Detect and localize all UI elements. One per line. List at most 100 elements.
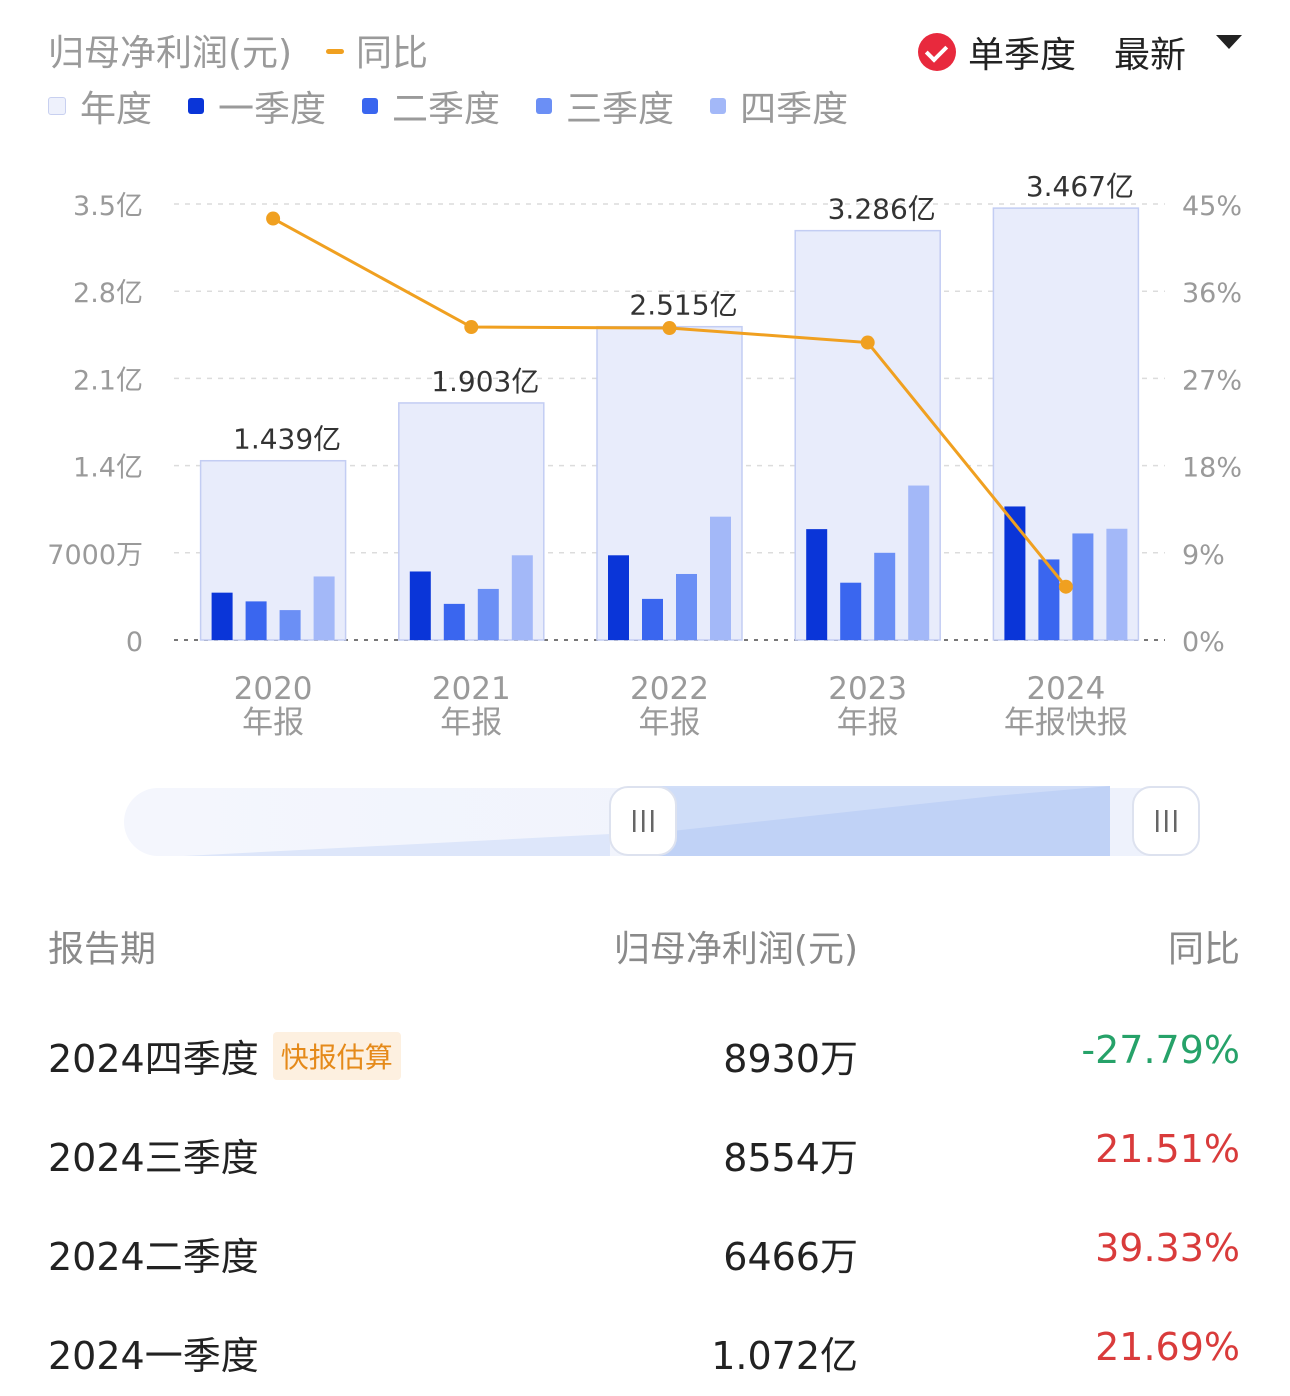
period-label: 2024三季度 xyxy=(48,1136,259,1180)
x-tick-label: 年报 xyxy=(242,705,304,741)
y-right-tick-label: 27% xyxy=(1182,365,1242,396)
yoy-point xyxy=(1058,579,1073,594)
y-right-tick-label: 45% xyxy=(1182,191,1242,222)
legend-item-annual[interactable]: 年度 xyxy=(48,80,152,132)
quarter-bar xyxy=(806,529,828,640)
yoy-legend[interactable]: 同比 xyxy=(326,24,428,76)
y-left-tick-label: 2.8亿 xyxy=(73,278,143,309)
cell-yoy: 21.69% xyxy=(1095,1325,1240,1369)
annual-value-label: 1.439亿 xyxy=(233,423,341,456)
legend-item-q3[interactable]: 三季度 xyxy=(536,80,674,132)
header-period: 报告期 xyxy=(48,929,157,970)
annual-value-label: 3.286亿 xyxy=(828,193,936,226)
slider-handle-right[interactable] xyxy=(1132,786,1200,856)
legend-item-q1[interactable]: 一季度 xyxy=(188,80,326,132)
x-tick-label: 年报 xyxy=(440,705,502,741)
header-yoy: 同比 xyxy=(1167,929,1240,970)
chart-title: 归母净利润(元) xyxy=(48,33,293,74)
cell-period: 2024二季度 xyxy=(48,1226,259,1281)
quarter-bar xyxy=(908,485,930,640)
cell-period: 2024四季度 快报估算 xyxy=(48,1028,401,1083)
cell-value: 8930万 xyxy=(723,1037,858,1081)
y-left-tick-label: 7000万 xyxy=(47,540,143,571)
x-tick-label: 年报 xyxy=(837,705,899,741)
net-profit-chart[interactable]: 0 0% 7000万 9% 1.4亿 18% 2.1亿 27% 2.8亿 36% 3.5亿 45% 1.… xyxy=(0,140,1290,760)
y-left-tick-label: 2.1亿 xyxy=(73,365,143,396)
cell-value: 1.072亿 xyxy=(711,1334,858,1378)
yoy-point xyxy=(860,335,875,350)
legend-swatch xyxy=(710,98,727,114)
y-left-tick-label: 3.5亿 xyxy=(73,191,143,222)
table-row[interactable]: 2024四季度 快报估算 8930万 -27.79% xyxy=(48,1000,1240,1099)
period-label: 2024一季度 xyxy=(48,1334,259,1378)
x-tick-label: 2023 xyxy=(828,671,907,707)
quarter-bar xyxy=(874,552,896,640)
period-label: 2024四季度 xyxy=(48,1037,259,1081)
y-left-tick-label: 0 xyxy=(126,627,143,658)
x-tick-label: 2021 xyxy=(432,671,511,707)
quarter-bar xyxy=(840,582,862,640)
range-slider[interactable] xyxy=(124,786,1200,858)
estimate-badge: 快报估算 xyxy=(272,1031,401,1080)
legend-item-q4[interactable]: 四季度 xyxy=(710,80,848,132)
quarter-bar xyxy=(279,610,301,640)
checkmark-icon xyxy=(918,33,956,71)
slider-handle-left[interactable] xyxy=(609,786,677,856)
x-tick-label: 2024 xyxy=(1026,671,1105,707)
annual-value-label: 1.903亿 xyxy=(431,365,539,398)
legend-label: 年度 xyxy=(80,89,153,130)
chart-header: 归母净利润(元) 同比 单季度 最新 年度 一季度 二季度 三季度 四季度 xyxy=(0,0,1290,140)
yoy-line-swatch xyxy=(326,48,344,54)
single-quarter-toggle[interactable]: 单季度 xyxy=(918,26,1076,78)
quarter-bar xyxy=(1072,533,1094,640)
annual-value-label: 2.515亿 xyxy=(629,289,737,322)
table-header: 报告期 归母净利润(元) 同比 xyxy=(48,890,1240,1000)
legend-label: 二季度 xyxy=(392,89,501,130)
quarter-bar xyxy=(511,555,533,640)
legend-label: 四季度 xyxy=(740,89,849,130)
quarter-bar xyxy=(1004,506,1026,640)
table-row[interactable]: 2024二季度 6466万 39.33% xyxy=(48,1198,1240,1297)
quarter-bar xyxy=(710,516,731,640)
annual-value-label: 3.467亿 xyxy=(1026,170,1134,203)
yoy-point xyxy=(266,211,281,226)
cell-value: 6466万 xyxy=(723,1235,858,1279)
chart-legend: 年度 一季度 二季度 三季度 四季度 xyxy=(48,80,884,132)
quarter-bar xyxy=(1038,559,1060,640)
quarter-bar xyxy=(608,555,629,640)
header-value: 归母净利润(元) xyxy=(613,929,858,970)
sort-dropdown[interactable]: 最新 xyxy=(1114,26,1243,78)
yoy-point xyxy=(464,320,479,335)
legend-swatch xyxy=(536,98,553,114)
table-row[interactable]: 2024一季度 1.072亿 21.69% xyxy=(48,1297,1240,1396)
slider-preview-area xyxy=(184,834,610,856)
quarter-bar xyxy=(676,573,697,640)
legend-swatch xyxy=(362,98,379,114)
legend-swatch xyxy=(48,97,66,115)
cell-value: 8554万 xyxy=(723,1136,858,1180)
x-tick-label: 年报 xyxy=(639,705,701,741)
x-tick-label: 年报快报 xyxy=(1004,705,1128,741)
sort-label: 最新 xyxy=(1114,35,1187,76)
table-row[interactable]: 2024三季度 8554万 21.51% xyxy=(48,1099,1240,1198)
y-left-tick-label: 1.4亿 xyxy=(73,453,143,484)
x-tick-label: 2020 xyxy=(234,671,313,707)
legend-item-q2[interactable]: 二季度 xyxy=(362,80,500,132)
single-quarter-label: 单季度 xyxy=(968,35,1077,76)
quarter-bar xyxy=(477,588,499,640)
quarter-bar xyxy=(313,576,335,640)
y-right-tick-label: 9% xyxy=(1182,540,1225,571)
yoy-legend-label: 同比 xyxy=(356,33,429,74)
cell-yoy: 21.51% xyxy=(1095,1127,1240,1171)
legend-label: 一季度 xyxy=(218,89,327,130)
y-right-tick-label: 18% xyxy=(1182,453,1242,484)
period-label: 2024二季度 xyxy=(48,1235,259,1279)
x-tick-label: 2022 xyxy=(630,671,709,707)
yoy-point xyxy=(662,321,677,336)
quarter-bar xyxy=(642,598,663,640)
quarter-bar xyxy=(443,603,465,640)
quarter-bar xyxy=(409,571,431,640)
legend-swatch xyxy=(188,98,205,114)
quarter-bar xyxy=(245,601,267,640)
slider-selected-area xyxy=(644,786,1110,856)
